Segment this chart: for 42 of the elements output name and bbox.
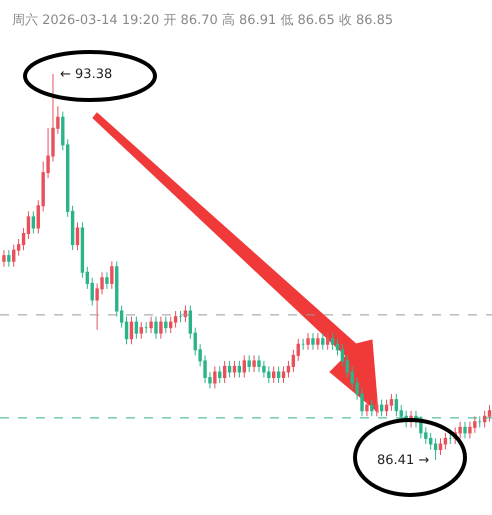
candlestick — [272, 366, 276, 384]
candlestick — [213, 366, 217, 390]
candlestick — [326, 332, 330, 350]
candlestick — [321, 332, 324, 350]
candlestick — [370, 399, 374, 417]
candlestick — [478, 416, 482, 428]
candlestick — [144, 322, 148, 334]
candlestick — [316, 332, 320, 350]
annotation: 86.41 → — [377, 453, 430, 468]
candlestick — [242, 354, 246, 378]
candlestick — [306, 332, 310, 350]
candlestick — [164, 316, 168, 334]
candlestick — [2, 250, 6, 268]
candlestick — [140, 322, 143, 340]
candlestick — [276, 366, 280, 384]
candlestick — [301, 338, 305, 350]
candlestick — [311, 332, 315, 350]
candlestick — [222, 360, 226, 384]
candlestick — [110, 260, 114, 290]
candlestick — [154, 316, 158, 340]
candlestick — [252, 354, 256, 372]
candlestick — [218, 366, 222, 384]
candlestick — [76, 222, 80, 251]
candlestick — [32, 210, 36, 234]
candlestick — [228, 360, 232, 378]
candlestick — [463, 421, 467, 439]
chart-subtitle: 周六 2026-03-14 19:20 开 86.70 高 86.91 低 86.65 收 86.85 — [12, 12, 394, 28]
candlestick — [232, 360, 236, 378]
candlestick — [247, 354, 251, 372]
candlestick — [178, 310, 182, 323]
candlestick — [159, 316, 163, 340]
candlestick — [105, 272, 109, 290]
candlestick — [448, 432, 452, 444]
candlestick — [184, 304, 188, 323]
candlestick — [365, 399, 369, 417]
candlestick — [238, 360, 242, 378]
candlestick — [130, 316, 134, 345]
candlestick — [149, 316, 153, 334]
candlestick — [375, 399, 378, 417]
annotation: ← 93.38 — [60, 67, 112, 82]
candlestick — [7, 250, 11, 268]
candlestick — [134, 316, 138, 340]
